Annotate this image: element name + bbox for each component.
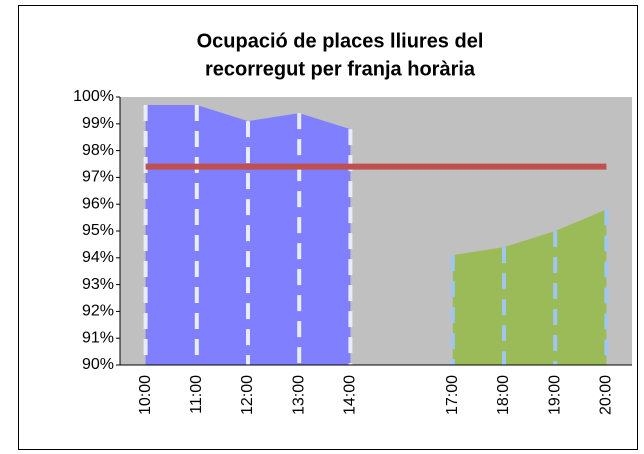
chart-title: Ocupació de places lliures del (197, 30, 484, 52)
y-tick-label: 93% (82, 276, 114, 293)
x-tick-label: 18:00 (495, 375, 512, 415)
x-tick-label: 11:00 (188, 375, 205, 414)
y-tick-label: 98% (82, 142, 114, 159)
y-tick-label: 95% (82, 222, 114, 239)
x-tick-label: 20:00 (598, 375, 615, 415)
chart-title: recorregut per franja horària (205, 58, 476, 80)
x-tick-label: 17:00 (444, 375, 461, 415)
x-tick-label: 10:00 (137, 375, 154, 415)
y-tick-label: 94% (82, 249, 114, 266)
x-tick-label: 19:00 (546, 375, 563, 415)
y-tick-label: 91% (82, 329, 114, 346)
y-tick-label: 96% (82, 195, 114, 212)
y-tick-label: 92% (82, 303, 114, 320)
y-tick-label: 99% (82, 115, 114, 132)
x-tick-label: 12:00 (239, 375, 256, 415)
area (452, 209, 607, 365)
y-tick-label: 100% (73, 88, 114, 105)
x-tick-label: 13:00 (290, 375, 307, 415)
y-tick-label: 97% (82, 169, 114, 186)
y-tick-label: 90% (82, 356, 114, 373)
x-tick-label: 14:00 (342, 375, 359, 415)
